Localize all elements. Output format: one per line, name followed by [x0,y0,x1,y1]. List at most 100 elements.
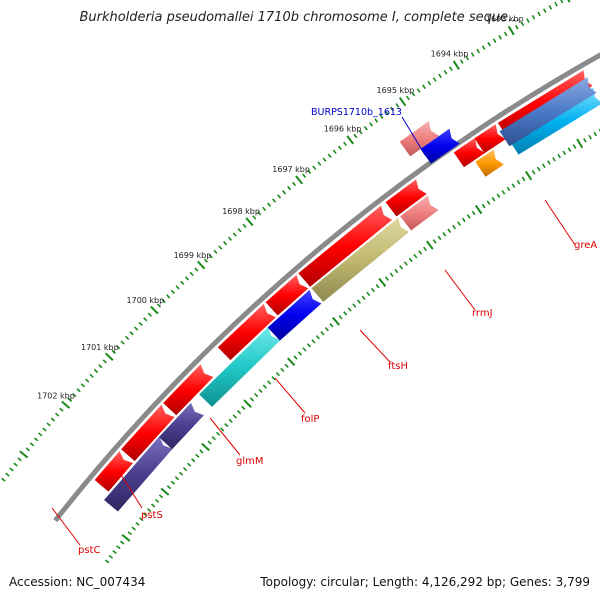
ruler-tick [72,393,77,398]
ruler-tick [25,447,31,452]
ruler-tick [166,294,171,299]
inner-ruler-tick [116,545,121,550]
ruler-tick [1,477,6,482]
ruler-tick [302,173,307,179]
ruler-tick [9,467,14,472]
ruler-tick [129,331,134,336]
ruler-tick [189,271,194,277]
gene-arrow-outer-pink[interactable] [399,121,440,157]
ruler-tick [406,95,410,101]
ruler-tick [369,122,373,127]
ruler-tick [422,84,426,90]
inner-ruler-tick [486,200,491,205]
ruler-tick [194,267,199,272]
ruler-tick [487,41,491,47]
cds-pstC[interactable] [104,436,173,512]
inner-ruler-tick [352,303,357,308]
inner-ruler-tick [293,355,298,360]
ruler-tick [134,326,139,331]
inner-ruler-tick [593,131,598,137]
inner-ruler-tick [491,196,496,202]
ruler-tick [61,400,71,409]
gene-arrow-11[interactable] [474,124,506,154]
gene-features[interactable] [94,70,600,512]
ruler-tick [503,31,508,37]
leader-line-folP [274,377,306,414]
ruler-tick [560,0,564,4]
inner-ruler-tick [135,521,140,526]
inner-ruler-tick [567,147,572,152]
cds-glmM[interactable] [199,327,281,407]
inner-ruler-tick [215,431,221,436]
gene-labels: greA rrmJ ftsH folP glmM pstS pstC BURPS1710b_1… [78,107,597,556]
inner-ruler-tick [158,494,164,499]
inner-ruler-tick [320,331,325,336]
gene-label-folP: folP [301,414,319,425]
gene-arrow-greA-upper[interactable] [453,138,485,168]
inner-ruler-tick [366,291,371,297]
ruler-tick [343,141,347,147]
ruler-tick [115,345,121,350]
cds-greA[interactable] [475,149,504,177]
inner-ruler-tick [511,183,516,188]
ruler-label: 1695 kbp [377,86,415,95]
inner-ruler-tick [413,253,418,259]
inner-ruler-tick [143,512,148,517]
ruler-tick [213,249,218,255]
ruler-tick [438,73,442,79]
inner-ruler-tick [306,343,311,348]
ruler-tick [452,60,460,70]
cds-folP[interactable] [267,289,322,341]
gene-arrow-pstS-upper[interactable] [121,404,175,462]
map-title: Burkholderia pseudomallei 1710b chromoso… [79,10,521,25]
ruler-tick [353,133,358,139]
gene-arrow-ftsH-upper[interactable] [298,205,393,287]
ruler-tick [208,254,213,259]
ruler-tick [237,228,242,233]
ruler-ticks-inner [104,128,600,564]
gene-label-greA: greA [574,240,597,251]
backbone-arc [53,52,600,523]
gene-arrow-folP-upper[interactable] [265,274,309,316]
ruler-tick [223,240,228,246]
ruler-tick [322,157,327,162]
gene-arrow-rrmJ-upper[interactable] [385,179,427,217]
inner-ruler-tick [315,335,320,340]
ruler-tick [449,66,453,71]
inner-ruler-tick [258,388,263,393]
inner-ruler-tick [280,367,285,373]
inner-ruler-tick [338,315,343,320]
inner-ruler-tick [343,311,348,316]
inner-ruler-tick [572,144,577,149]
inner-ruler-tick [457,221,461,226]
ruler-tick [492,38,497,44]
leader-line-rrmJ [444,269,476,311]
cds-steel[interactable] [499,77,597,147]
ruler-tick [147,312,152,317]
ruler-tick [395,103,400,108]
gene-arrow-glmM-upper[interactable] [217,303,276,361]
ruler-tick [384,110,389,116]
ruler-tick [76,388,81,393]
accession-text: Accession: NC_007434 [9,575,146,589]
ruler-tick [33,437,39,442]
inner-ruler-tick [329,323,334,328]
cds-ftsH[interactable] [311,217,410,302]
ruler-tick [476,48,480,54]
ruler-tick [537,11,541,17]
gene-arrow-pstC-upper[interactable] [94,451,134,492]
cds-rrmJ[interactable] [400,195,439,231]
gene-label-glmM: glmM [236,456,264,467]
inner-ruler-tick [147,508,152,513]
gene-arrow-4[interactable] [163,364,214,416]
ruler-tick [346,135,355,145]
inner-ruler-tick [207,440,212,445]
ruler-tick [102,359,107,364]
cds-BURPS1710b_1613[interactable] [420,128,460,164]
ruler-tick [203,258,208,263]
inner-ruler-tick [302,347,307,352]
cds-pstS[interactable] [158,402,204,450]
inner-ruler-tick [262,384,267,389]
inner-ruler-tick [576,138,584,149]
